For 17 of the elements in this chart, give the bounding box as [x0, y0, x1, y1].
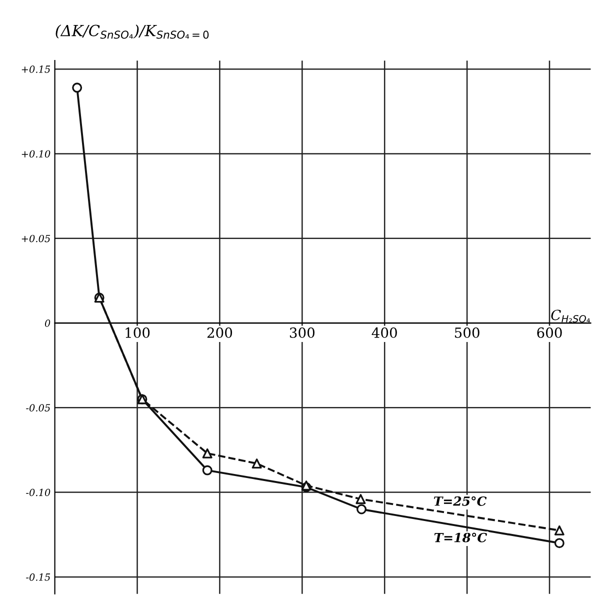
series-label: T=18°C	[434, 532, 488, 542]
y-tick-label: 0	[44, 319, 50, 327]
x-axis-title: C$_{H₂SO₄}$	[551, 310, 590, 322]
x-tick-label: 100	[126, 327, 150, 338]
y-tick-label: +0.15	[22, 66, 50, 73]
y-tick-label: -0.15	[26, 573, 50, 581]
y-tick-label: +0.05	[22, 234, 50, 242]
y-tick-label: -0.05	[26, 404, 50, 412]
x-tick-label: 300	[290, 327, 314, 338]
x-tick-label: 400	[372, 327, 397, 338]
y-tick-label: +0.10	[22, 150, 50, 158]
series-label: T=25°C	[434, 496, 487, 506]
y-axis-title: (ΔK/C$_{SnSO₄}$)/K$_{SnSO₄=0}$	[56, 24, 209, 39]
x-tick-label: 600	[537, 327, 562, 338]
x-tick-label: 500	[454, 327, 480, 338]
x-tick-label: 200	[207, 327, 232, 338]
y-tick-label: -0.10	[26, 488, 50, 496]
